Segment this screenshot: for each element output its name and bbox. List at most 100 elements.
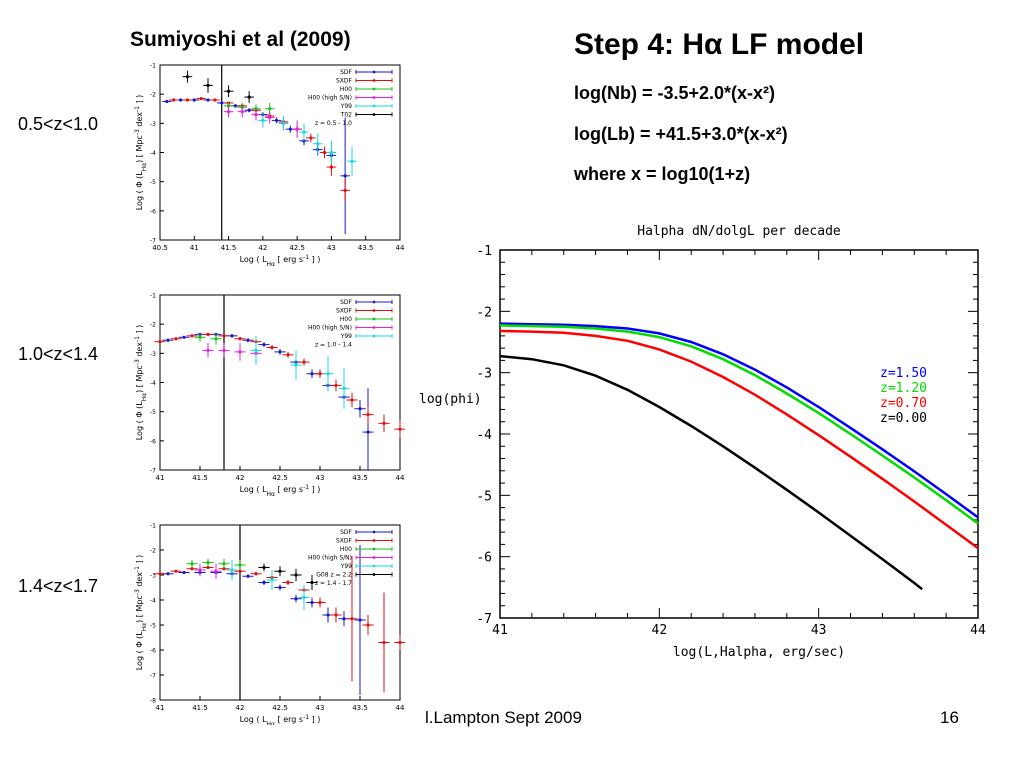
legend-marker xyxy=(372,87,376,91)
data-point xyxy=(294,597,298,601)
series-line-z120 xyxy=(499,324,979,525)
data-point xyxy=(270,345,274,350)
x-tick-label: 41.5 xyxy=(192,474,208,482)
data-point xyxy=(366,623,370,627)
y-tick-label: -6 xyxy=(150,648,156,655)
data-point xyxy=(238,569,242,573)
data-point xyxy=(382,421,386,425)
x-tick-label: 42 xyxy=(652,623,668,638)
data-point xyxy=(366,430,370,434)
x-tick-label: 41 xyxy=(492,623,508,638)
data-point xyxy=(213,98,217,102)
y-axis-label: Log ( Φ (LHα) [ Mpc-3 dex-1 ] ) xyxy=(134,325,148,441)
lf-chart-z10-14: 41 41.5 42 42.5 43 43.5 44 -1 -2 -3 -4 -5 -6 -7 Log ( … xyxy=(134,293,405,498)
data-point xyxy=(190,334,194,338)
data-point xyxy=(286,353,290,357)
page-number: 16 xyxy=(940,708,959,727)
y-tick-label: -7 xyxy=(150,238,156,245)
data-point xyxy=(366,412,370,417)
data-point xyxy=(246,338,250,342)
y-tick-label: -5 xyxy=(150,179,156,186)
x-tick-label: 44 xyxy=(396,474,405,482)
legend-marker xyxy=(372,104,376,108)
x-tick-label: 44 xyxy=(396,244,405,252)
legend-entry: z=1.20 xyxy=(880,381,927,396)
legend-marker xyxy=(372,564,376,568)
data-point xyxy=(262,342,266,347)
data-point xyxy=(358,407,362,411)
y-tick-label: -5 xyxy=(150,623,156,630)
model-lf-chart: Halpha dN/dolgL per decade 41 42 43 44 -1 -2 -3… xyxy=(419,224,986,660)
data-point xyxy=(278,350,282,354)
x-tick-label: 42.5 xyxy=(272,704,288,712)
x-axis-label: log(L,Halpha, erg/sec) xyxy=(673,645,845,660)
data-point xyxy=(270,578,274,582)
legend-entry: SXDF xyxy=(336,538,353,545)
y-axis-label: log(phi) xyxy=(419,392,482,407)
data-point xyxy=(165,99,169,104)
y-tick-label: -6 xyxy=(150,208,156,215)
footer-credit: l.Lampton Sept 2009 xyxy=(425,708,582,727)
legend-entry: Y99 xyxy=(340,563,352,570)
data-point xyxy=(302,130,306,134)
y-axis-label: Log ( Φ (LHα) [ Mpc-3 dex-1 ] ) xyxy=(134,95,148,211)
x-tick-label: 43 xyxy=(811,623,827,638)
data-point xyxy=(329,165,334,169)
data-point xyxy=(192,98,196,102)
data-point xyxy=(278,569,282,573)
data-point xyxy=(222,334,226,338)
x-tick-label: 43.5 xyxy=(352,474,368,482)
data-point xyxy=(174,337,178,341)
legend-marker xyxy=(372,326,376,329)
legend-marker xyxy=(372,113,376,116)
y-tick-label: -1 xyxy=(150,63,156,70)
y-tick-label: -1 xyxy=(150,293,156,300)
x-axis-label: Log ( LHα [ erg s-1 ] ) xyxy=(240,254,321,268)
plot-frame xyxy=(499,249,979,619)
x-tick-label: 43.5 xyxy=(358,244,374,252)
y-tick-label: -2 xyxy=(150,92,156,99)
x-tick-label: 43 xyxy=(316,474,325,482)
legend-marker xyxy=(372,539,376,542)
y-tick-label: -5 xyxy=(476,489,492,504)
plot-frame xyxy=(159,294,401,471)
legend-entry: T02 xyxy=(340,112,352,119)
legend-entry: z = 1.0 - 1.4 xyxy=(315,342,352,349)
data-point xyxy=(206,560,210,565)
data-point xyxy=(206,98,210,102)
data-point xyxy=(278,585,282,590)
data-point xyxy=(206,332,210,336)
data-point xyxy=(206,83,210,88)
data-point xyxy=(318,600,322,605)
x-tick-label: 42.5 xyxy=(272,474,288,482)
legend-marker xyxy=(372,79,376,82)
legend-entry: H00 (high S/N) xyxy=(308,95,352,102)
data-point xyxy=(342,617,346,621)
data-point xyxy=(302,139,306,143)
y-tick-label: -3 xyxy=(150,121,156,128)
data-point xyxy=(254,572,258,576)
y-tick-label: -5 xyxy=(150,409,156,416)
y-tick-label: -1 xyxy=(150,523,156,530)
x-tick-label: 42 xyxy=(236,474,245,482)
data-point xyxy=(238,350,242,354)
legend-marker xyxy=(372,556,376,559)
data-point xyxy=(254,348,258,353)
y-tick-label: -8 xyxy=(150,698,156,705)
equation-x: where x = log10(1+z) xyxy=(574,164,751,184)
z-label-3: 1.4<z<1.7 xyxy=(18,576,99,596)
legend-entry: H00 xyxy=(340,86,352,93)
legend-entry: z=0.70 xyxy=(880,396,927,411)
data-point xyxy=(166,338,170,342)
y-tick-label: -7 xyxy=(150,673,156,680)
x-tick-label: 41 xyxy=(190,244,199,252)
data-point xyxy=(350,617,354,621)
chart-title: Halpha dN/dolgL per decade xyxy=(637,224,841,239)
data-point xyxy=(172,98,176,102)
data-point xyxy=(206,565,210,570)
y-tick-label: -7 xyxy=(150,468,156,475)
x-tick-label: 42 xyxy=(236,704,245,712)
data-point xyxy=(274,118,279,123)
data-point xyxy=(334,613,338,617)
legend-marker xyxy=(372,300,376,304)
